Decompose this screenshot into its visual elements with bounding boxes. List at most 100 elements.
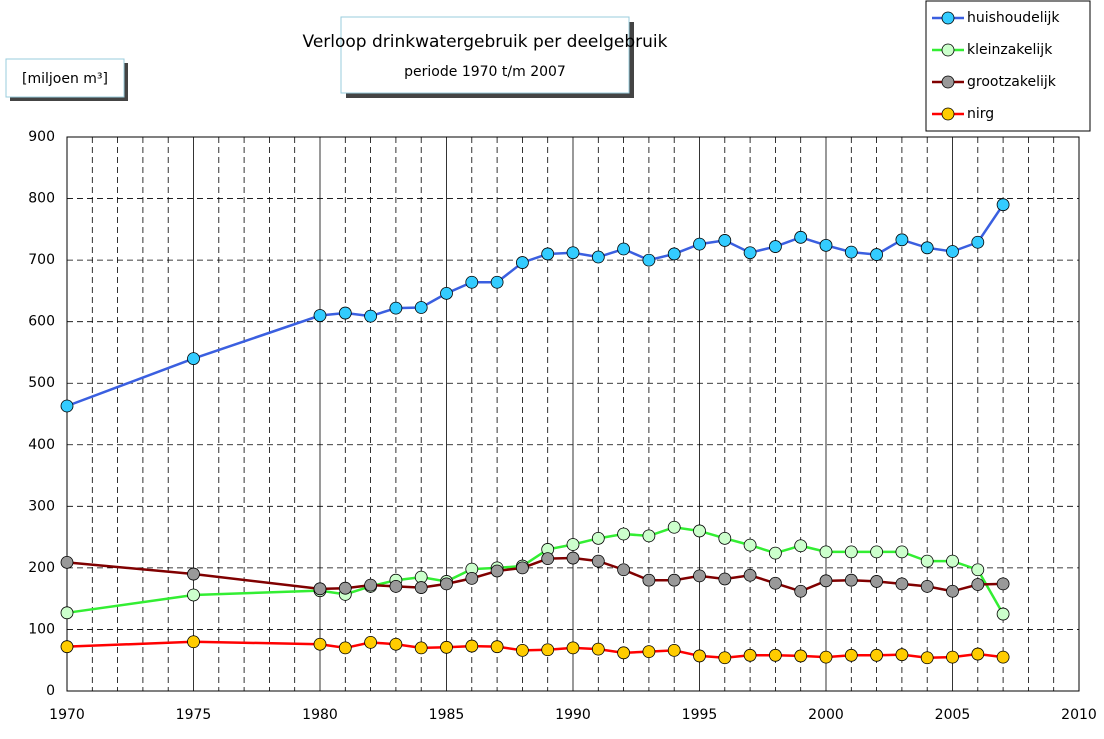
legend-label: nirg	[967, 106, 994, 122]
data-point	[617, 242, 630, 256]
data-point	[566, 538, 580, 551]
x-tick-label: 2000	[808, 707, 844, 723]
data-point	[667, 247, 681, 261]
data-point	[440, 640, 453, 654]
data-point	[617, 646, 630, 660]
data-point	[541, 643, 555, 657]
x-tick-label: 1985	[429, 707, 465, 723]
data-point	[490, 564, 504, 578]
data-point	[794, 539, 808, 553]
data-point	[693, 569, 706, 583]
data-point	[946, 584, 959, 598]
y-tick-label: 200	[28, 560, 55, 576]
chart-subtitle: periode 1970 t/m 2007	[404, 64, 566, 80]
data-point	[642, 253, 656, 267]
data-point	[920, 579, 934, 593]
y-axis-label: [miljoen m³]	[22, 71, 108, 87]
data-point	[895, 648, 909, 662]
data-point	[617, 527, 630, 541]
data-point	[364, 309, 378, 323]
y-tick-label: 700	[28, 252, 55, 268]
data-point	[718, 234, 732, 247]
y-tick-label: 900	[28, 129, 55, 145]
y-tick-label: 100	[28, 621, 55, 637]
data-point	[60, 399, 74, 413]
data-point	[794, 649, 808, 663]
x-tick-label: 1975	[176, 707, 212, 723]
y-tick-label: 600	[28, 314, 55, 330]
y-tick-label: 300	[28, 498, 55, 514]
data-point	[920, 651, 934, 665]
data-point	[946, 650, 959, 664]
data-point	[338, 581, 352, 595]
data-point	[996, 577, 1010, 591]
ylabel-box	[5, 58, 125, 98]
y-tick-label: 500	[28, 375, 55, 391]
data-point	[414, 581, 428, 594]
data-point	[591, 250, 605, 264]
data-point	[870, 545, 883, 559]
data-point	[60, 606, 74, 620]
data-point	[844, 573, 858, 587]
data-point	[389, 637, 403, 651]
data-point	[566, 551, 580, 565]
legend-label: huishoudelijk	[967, 10, 1060, 26]
data-point	[794, 584, 808, 598]
data-point	[743, 246, 757, 260]
data-point	[996, 650, 1010, 664]
data-point	[465, 639, 479, 653]
chart-title: Verloop drinkwatergebruik per deelgebrui…	[303, 32, 668, 52]
legend-box	[925, 0, 1091, 132]
data-point	[465, 571, 479, 585]
data-point	[819, 238, 833, 252]
x-tick-label: 1980	[302, 707, 338, 723]
data-point	[769, 576, 782, 590]
data-point	[844, 545, 858, 559]
data-point	[769, 240, 782, 253]
data-point	[718, 531, 732, 545]
data-point	[516, 256, 529, 269]
data-point	[895, 233, 909, 247]
data-point	[920, 554, 934, 568]
legend-marker	[941, 43, 955, 57]
data-point	[819, 574, 833, 588]
legend-marker	[941, 75, 955, 89]
data-point	[642, 529, 656, 543]
data-point	[187, 588, 200, 602]
data-point	[313, 637, 327, 651]
y-tick-label: 400	[28, 437, 55, 453]
data-point	[743, 568, 757, 582]
data-point	[895, 545, 909, 559]
data-point	[566, 246, 580, 260]
data-point	[642, 573, 656, 587]
data-point	[617, 563, 630, 577]
data-point	[187, 635, 200, 649]
data-point	[541, 247, 555, 261]
data-point	[971, 563, 985, 577]
data-point	[946, 554, 959, 568]
x-tick-label: 1990	[555, 707, 591, 723]
legend-marker	[941, 11, 955, 25]
data-point	[465, 275, 479, 289]
data-point	[389, 579, 403, 593]
data-point	[591, 554, 605, 568]
data-point	[718, 651, 732, 665]
data-point	[794, 230, 808, 244]
data-point	[516, 561, 529, 575]
data-point	[844, 648, 858, 662]
data-point	[769, 546, 782, 560]
data-point	[60, 640, 74, 654]
x-tick-label: 1970	[49, 707, 85, 723]
data-point	[591, 531, 605, 545]
data-point	[541, 552, 555, 566]
data-point	[743, 648, 757, 662]
x-tick-label: 2005	[935, 707, 971, 723]
data-point	[389, 301, 403, 315]
data-point	[591, 642, 605, 656]
data-point	[364, 635, 378, 649]
data-point	[667, 643, 681, 657]
data-point	[819, 545, 833, 559]
data-point	[870, 248, 883, 261]
data-point	[996, 607, 1010, 621]
